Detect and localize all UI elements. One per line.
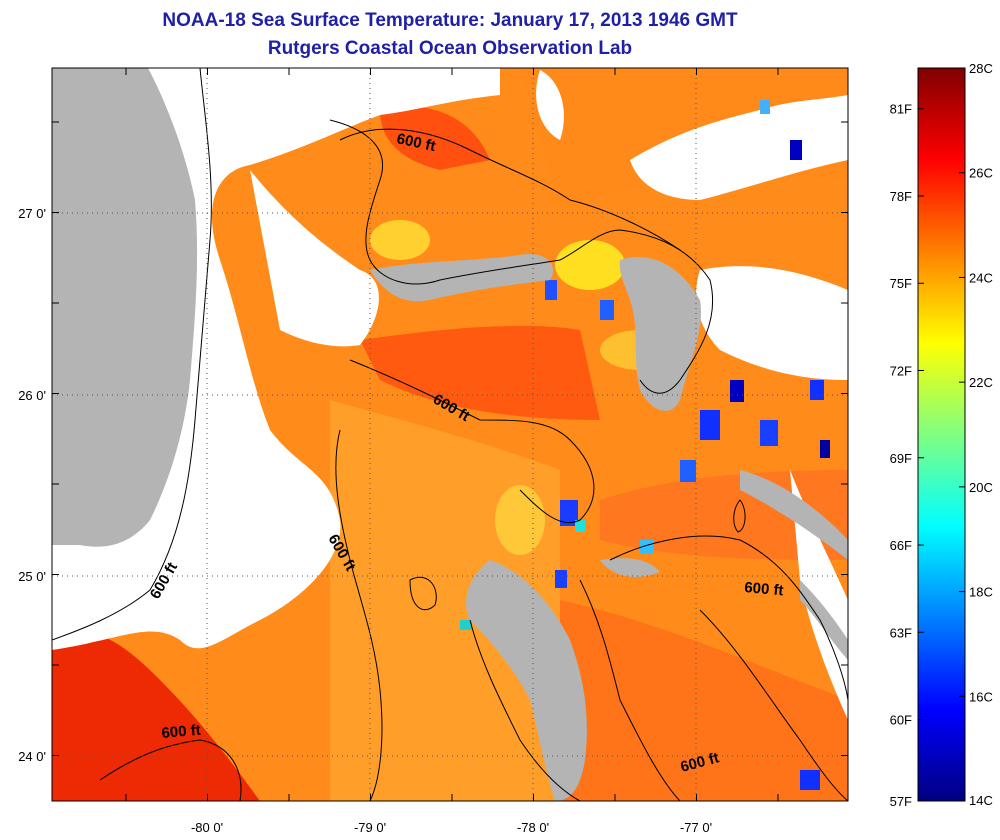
longitude-labels: -80 0' -79 0' -78 0' -77 0' <box>191 820 712 835</box>
latitude-labels: 27 0' 26 0' 25 0' 24 0' <box>18 206 46 764</box>
colorbar-celsius-label: 14C <box>969 793 993 808</box>
colorbar-fahrenheit-label: 72F <box>890 364 912 379</box>
colorbar-fahrenheit-label: 60F <box>890 713 912 728</box>
florida-land <box>52 68 198 547</box>
abaco-island <box>619 256 701 411</box>
colorbar-celsius-label: 20C <box>969 480 993 495</box>
colorbar-ticks <box>918 67 965 802</box>
lon-label: -77 0' <box>680 820 712 835</box>
colorbar-celsius-label: 22C <box>969 375 993 390</box>
map-title: NOAA-18 Sea Surface Temperature: January… <box>162 10 738 31</box>
cool-patch <box>555 240 625 290</box>
cat-island <box>800 580 848 660</box>
colorbar-celsius-label: 28C <box>969 61 993 76</box>
lon-label: -79 0' <box>354 820 386 835</box>
colorbar-fahrenheit-label: 69F <box>890 451 912 466</box>
cool-patch <box>370 220 430 260</box>
colorbar-fahrenheit-label: 63F <box>890 625 912 640</box>
cloud-cover <box>696 266 848 380</box>
contour-label: 600 ft <box>744 579 785 599</box>
colorbar-fahrenheit-label: 57F <box>890 794 912 809</box>
colorbar-fahrenheit-labels: 81F 78F 75F 72F 69F 66F 63F 60F 57F <box>890 102 912 809</box>
gulf-stream <box>360 325 600 420</box>
map-subtitle: Rutgers Coastal Ocean Observation Lab <box>267 38 633 59</box>
cold-spots <box>460 100 830 790</box>
warm-band <box>560 600 848 801</box>
cloud-cover <box>250 170 379 347</box>
cool-patch <box>495 485 545 555</box>
cloud-cover <box>536 70 564 140</box>
new-providence <box>600 558 660 577</box>
colorbar-fahrenheit-label: 75F <box>890 276 912 291</box>
colorbar-celsius-label: 16C <box>969 689 993 704</box>
graticule <box>52 68 848 801</box>
lat-label: 25 0' <box>18 569 46 584</box>
lat-label: 24 0' <box>18 749 46 764</box>
lat-label: 27 0' <box>18 206 46 221</box>
depth-contours <box>52 68 848 801</box>
warm-patch <box>380 106 490 170</box>
lon-label: -80 0' <box>191 820 223 835</box>
colorbar <box>917 67 966 802</box>
andros-island <box>466 560 587 801</box>
colorbar-celsius-label: 24C <box>969 270 993 285</box>
map-field: 600 ft 600 ft 600 ft 600 ft 600 ft 600 f… <box>52 68 848 801</box>
colorbar-fahrenheit-label: 78F <box>890 189 912 204</box>
eleuthera-island <box>740 470 848 560</box>
lat-label: 26 0' <box>18 388 46 403</box>
hot-patch <box>52 632 260 801</box>
cloud-cover <box>790 470 848 720</box>
lon-label: -78 0' <box>517 820 549 835</box>
map-frame <box>51 67 849 802</box>
colorbar-celsius-label: 18C <box>969 585 993 600</box>
colorbar-fahrenheit-label: 66F <box>890 538 912 553</box>
colorbar-celsius-labels: 28C 26C 24C 22C 20C 18C 16C 14C <box>969 61 993 808</box>
cloud-cover <box>630 95 848 200</box>
colorbar-celsius-label: 26C <box>969 166 993 181</box>
contour-label: 600 ft <box>161 722 202 742</box>
grand-bahama <box>370 254 554 302</box>
colorbar-fahrenheit-label: 81F <box>890 102 912 117</box>
map-ticks <box>52 68 848 801</box>
